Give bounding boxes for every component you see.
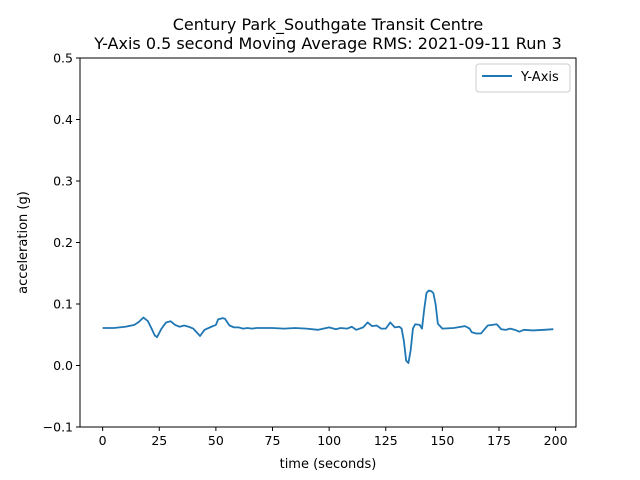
- x-tick-label: 200: [544, 433, 568, 448]
- x-axis-ticks: 0 25 50 75 100 125 150 175 200: [99, 427, 568, 448]
- y-tick-label: 0.5: [53, 51, 73, 66]
- y-tick-label: −0.1: [43, 420, 73, 435]
- plot-frame: [79, 57, 577, 428]
- chart-subtitle: Y-Axis 0.5 second Moving Average RMS: 20…: [93, 34, 562, 53]
- x-axis-label: time (seconds): [280, 457, 377, 472]
- series-line-y-axis: [102, 289, 554, 364]
- x-tick-label: 25: [151, 433, 167, 448]
- y-tick-label: 0.4: [53, 112, 73, 127]
- chart-title: Century Park_Southgate Transit Centre: [173, 15, 484, 35]
- x-tick-label: 100: [317, 433, 341, 448]
- x-tick-label: 50: [208, 433, 224, 448]
- y-tick-label: 0.0: [53, 358, 73, 373]
- legend: Y-Axis: [475, 63, 571, 93]
- x-tick-label: 150: [430, 433, 454, 448]
- y-tick-label: 0.3: [53, 174, 73, 189]
- y-tick-label: 0.2: [53, 235, 73, 250]
- legend-label: Y-Axis: [520, 70, 559, 85]
- plot-lines: [102, 289, 554, 364]
- x-tick-label: 0: [99, 433, 107, 448]
- x-tick-label: 125: [374, 433, 398, 448]
- y-axis-label: acceleration (g): [16, 191, 31, 294]
- legend-box: [475, 63, 571, 93]
- x-tick-label: 75: [265, 433, 281, 448]
- x-tick-label: 175: [487, 433, 511, 448]
- y-axis-ticks: −0.1 0.0 0.1 0.2 0.3 0.4 0.5: [43, 51, 80, 435]
- y-tick-label: 0.1: [53, 297, 73, 312]
